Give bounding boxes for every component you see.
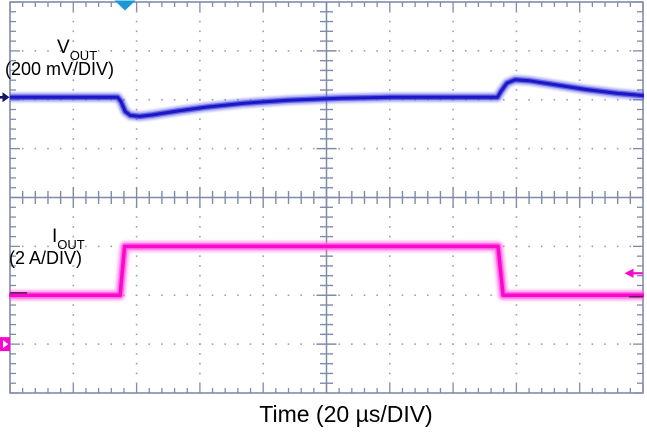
waveform-traces [9, 75, 644, 301]
iout-reference-marker [0, 337, 10, 352]
vout-trace [10, 78, 644, 118]
vout-scale-label: (200 mV/DIV) [5, 59, 115, 79]
vout-reference-arrow [0, 92, 10, 103]
trigger-position-marker [114, 0, 136, 11]
iout-trace [9, 244, 644, 298]
iout-level-arrow [624, 268, 643, 278]
iout-channel-label: IOUT [52, 226, 85, 252]
vout-label-symbol: V [57, 37, 70, 58]
time-axis-label: Time (20 µs/DIV) [259, 401, 433, 427]
vout-label-subscript: OUT [69, 47, 98, 63]
vout-channel-label: VOUT [57, 37, 98, 63]
iout-scale-label: (2 A/DIV) [9, 248, 83, 268]
iout-label-symbol: I [52, 226, 58, 247]
iout-label-subscript: OUT [57, 236, 85, 252]
scope-markers [0, 0, 643, 352]
